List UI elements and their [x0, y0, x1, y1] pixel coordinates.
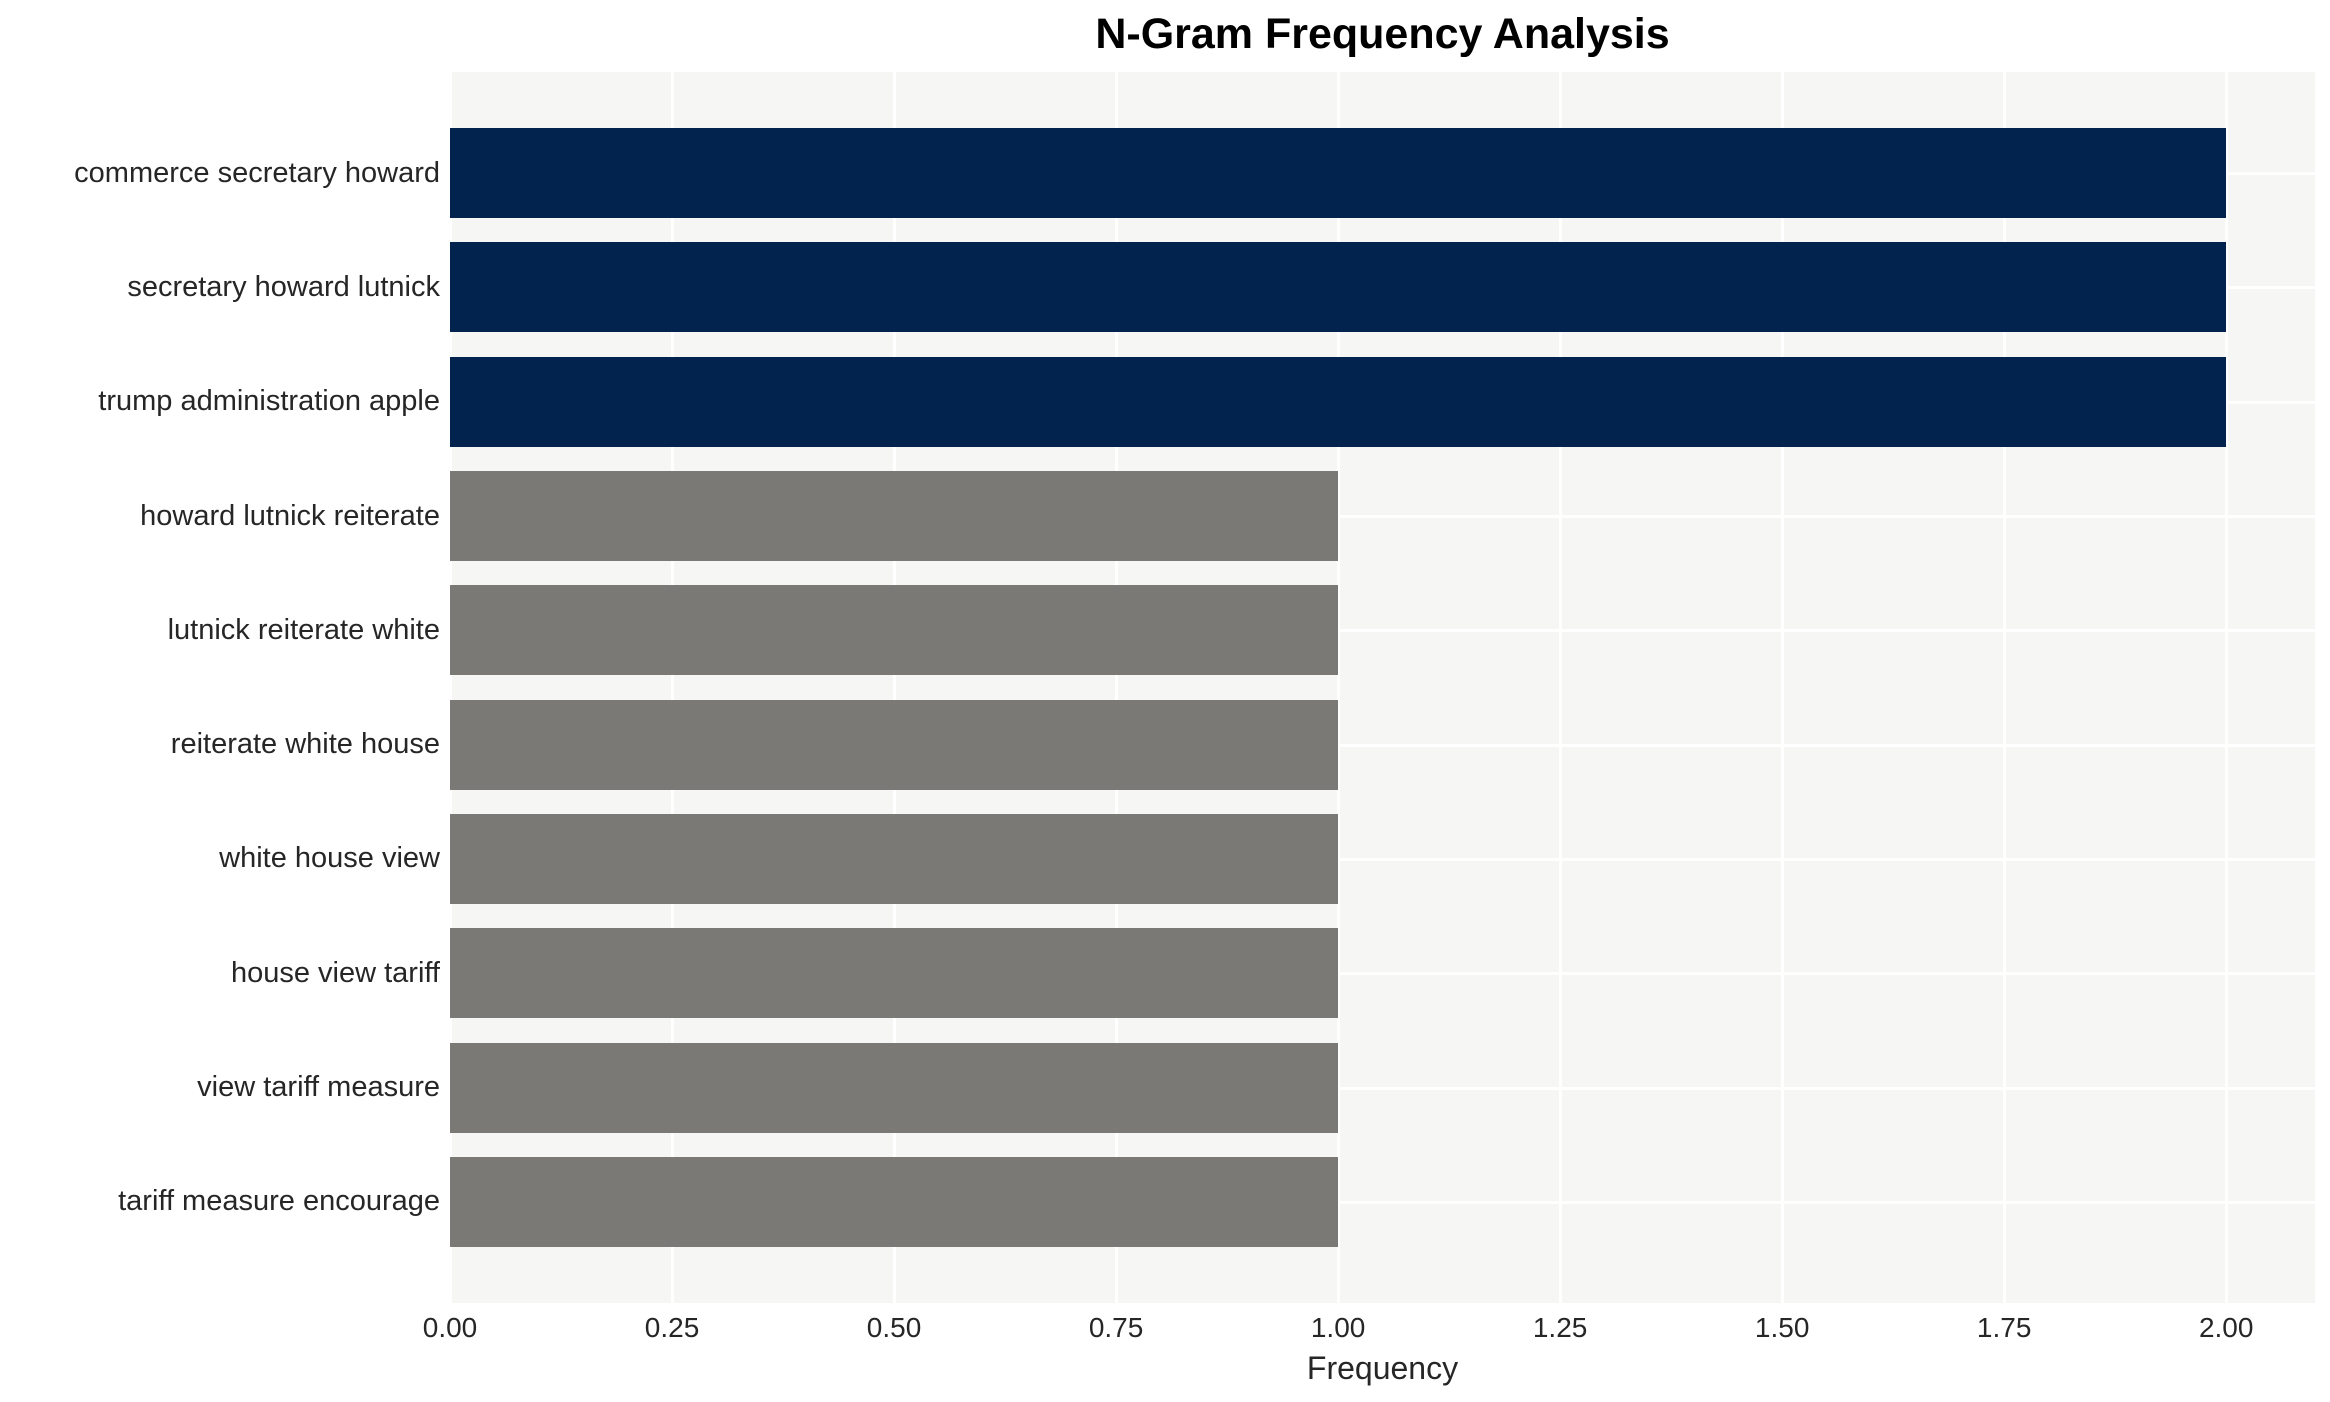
- bar-howard-lutnick-reiterate: [450, 471, 1339, 562]
- vertical-gridline: [1781, 72, 1785, 1303]
- vertical-gridline: [449, 72, 452, 1303]
- vertical-gridline: [1115, 72, 1119, 1303]
- bar-tariff-measure-encourage: [450, 1156, 1339, 1247]
- y-tick-label: white house view: [219, 842, 440, 875]
- horizontal-gridline: [450, 972, 2315, 976]
- vertical-gridline: [1337, 72, 1341, 1303]
- x-tick-label: 1.25: [1532, 1312, 1588, 1343]
- chart-title: N-Gram Frequency Analysis: [1095, 10, 1670, 58]
- plot-area: [449, 72, 2315, 1303]
- y-tick-label: howard lutnick reiterate: [140, 499, 440, 532]
- x-tick-label: 1.75: [1976, 1312, 2032, 1343]
- x-tick-label: 1.00: [1310, 1312, 1366, 1343]
- horizontal-gridline: [450, 1200, 2315, 1204]
- bar-house-view-tariff: [450, 928, 1339, 1019]
- vertical-gridline: [2003, 72, 2007, 1303]
- bar-lutnick-reiterate-white: [450, 585, 1339, 676]
- y-tick-label: secretary howard lutnick: [127, 270, 440, 303]
- y-tick-label: trump administration apple: [98, 385, 440, 418]
- x-tick-label: 0.00: [422, 1312, 478, 1343]
- x-tick-label: 1.50: [1754, 1312, 1810, 1343]
- horizontal-gridline: [450, 1086, 2315, 1090]
- y-tick-label: reiterate white house: [170, 728, 440, 761]
- x-tick-label: 0.50: [866, 1312, 922, 1343]
- bar-commerce-secretary-howard: [450, 128, 2227, 219]
- bar-trump-administration-apple: [450, 356, 2227, 447]
- vertical-gridline: [2225, 72, 2229, 1303]
- y-tick-label: house view tariff: [230, 956, 440, 989]
- bar-secretary-howard-lutnick: [450, 242, 2227, 333]
- bar-white-house-view: [450, 813, 1339, 904]
- x-tick-label: 0.75: [1088, 1312, 1144, 1343]
- x-tick-label: 2.00: [2198, 1312, 2254, 1343]
- vertical-gridline: [671, 72, 675, 1303]
- x-tick-label: 0.25: [644, 1312, 700, 1343]
- y-tick-label: tariff measure encourage: [118, 1185, 440, 1218]
- horizontal-gridline: [450, 743, 2315, 747]
- bar-reiterate-white-house: [450, 699, 1339, 790]
- x-axis-label: Frequency: [1306, 1350, 1459, 1386]
- vertical-gridline: [893, 72, 897, 1303]
- y-tick-label: view tariff measure: [197, 1071, 440, 1104]
- horizontal-gridline: [450, 629, 2315, 633]
- y-tick-label: lutnick reiterate white: [167, 613, 440, 646]
- y-tick-label: commerce secretary howard: [74, 156, 440, 189]
- bar-view-tariff-measure: [450, 1042, 1339, 1133]
- vertical-gridline: [1559, 72, 1563, 1303]
- horizontal-gridline: [450, 857, 2315, 861]
- horizontal-gridline: [450, 515, 2315, 519]
